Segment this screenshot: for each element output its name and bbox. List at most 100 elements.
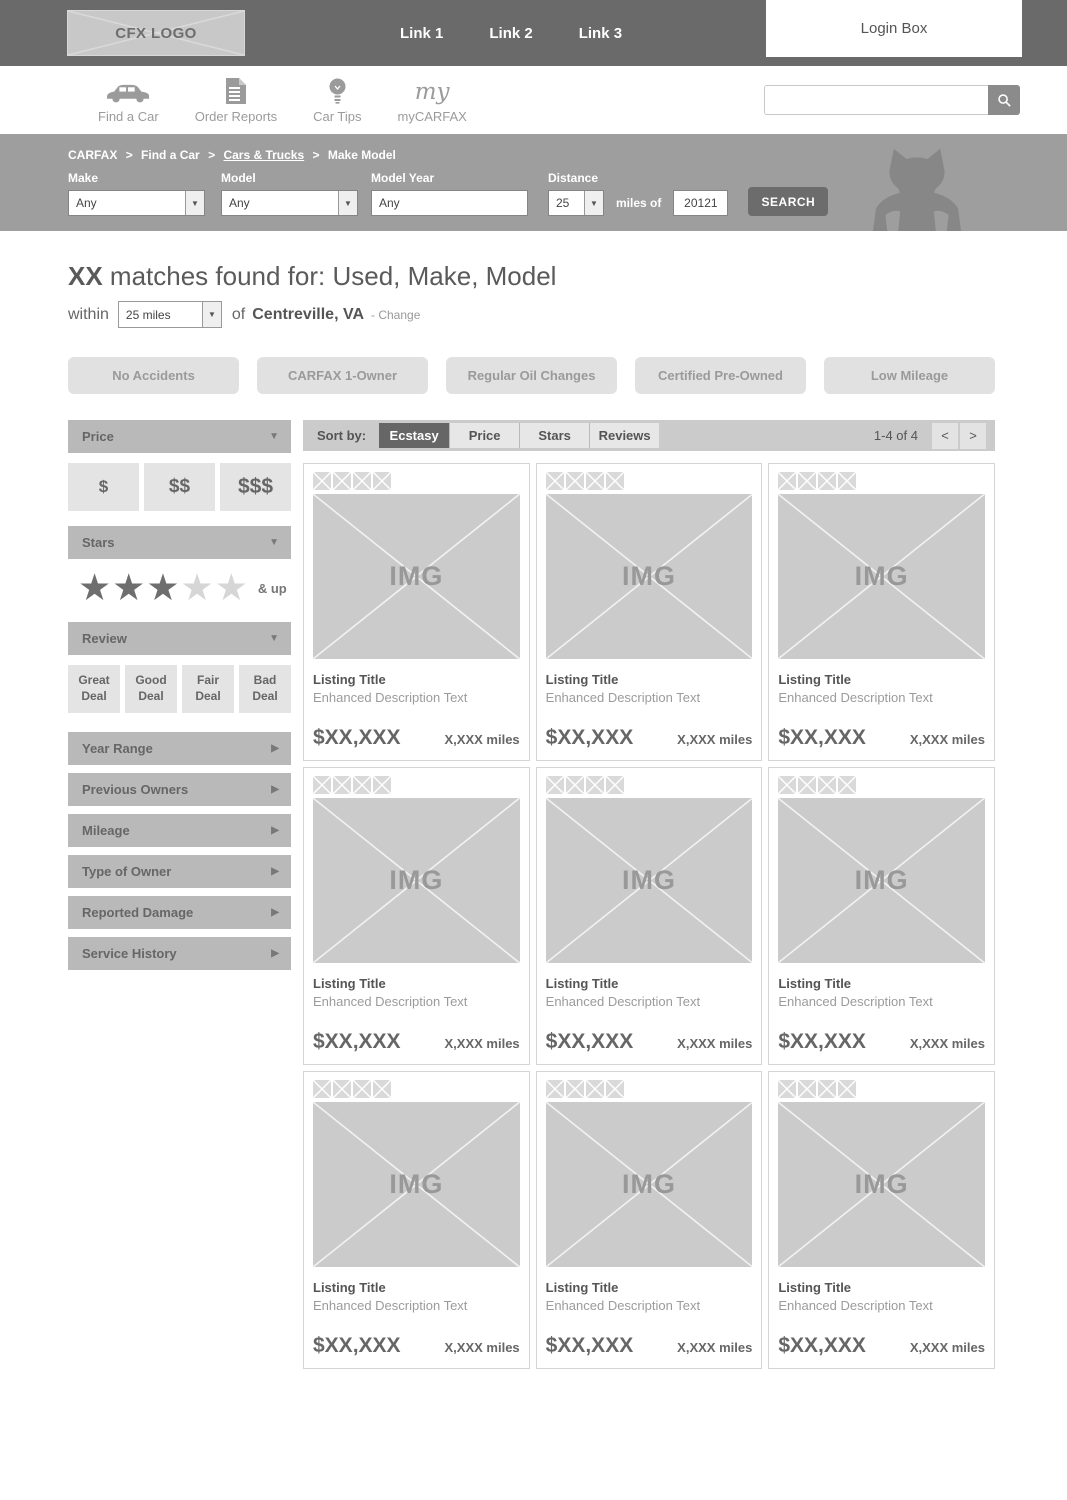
nav-item-mycarfax[interactable]: my myCARFAX — [397, 77, 466, 124]
price-option-high[interactable]: $$$ — [220, 463, 291, 511]
thumbnail-placeholder[interactable] — [838, 776, 857, 794]
stars-section-header[interactable]: Stars ▼ — [68, 526, 291, 559]
listing-card[interactable]: IMG Listing Title Enhanced Description T… — [535, 463, 763, 761]
thumbnail-placeholder[interactable] — [605, 776, 624, 794]
thumbnail-placeholder[interactable] — [545, 1080, 564, 1098]
thumbnail-placeholder[interactable] — [333, 472, 351, 490]
thumbnail-placeholder[interactable] — [373, 1080, 391, 1098]
thumbnail-placeholder[interactable] — [818, 472, 837, 490]
chip-regular-oil-changes[interactable]: Regular Oil Changes — [446, 357, 617, 394]
listing-card[interactable]: IMG Listing Title Enhanced Description T… — [535, 1071, 763, 1369]
thumbnail-placeholder[interactable] — [818, 776, 837, 794]
search-submit-button[interactable]: SEARCH — [748, 187, 829, 216]
thumbnail-placeholder[interactable] — [545, 776, 564, 794]
sort-option-ecstasy[interactable]: Ecstasy — [379, 423, 450, 448]
listing-card[interactable]: IMG Listing Title Enhanced Description T… — [303, 463, 530, 761]
make-select[interactable]: Any ▼ — [68, 190, 205, 216]
thumbnail-placeholder[interactable] — [545, 472, 564, 490]
chip-low-mileage[interactable]: Low Mileage — [824, 357, 995, 394]
star-icon[interactable]: ★ — [146, 567, 181, 608]
chevron-down-icon[interactable]: ▼ — [584, 191, 603, 215]
listing-card[interactable]: IMG Listing Title Enhanced Description T… — [303, 767, 530, 1065]
review-option-bad-deal[interactable]: Bad Deal — [239, 665, 291, 713]
thumbnail-placeholder[interactable] — [818, 1080, 837, 1098]
previous-owners-section-header[interactable]: Previous Owners ▶ — [68, 773, 291, 806]
thumbnail-placeholder[interactable] — [798, 776, 817, 794]
thumbnail-placeholder[interactable] — [565, 776, 584, 794]
thumbnail-placeholder[interactable] — [585, 1080, 604, 1098]
sort-option-reviews[interactable]: Reviews — [589, 423, 660, 448]
thumbnail-placeholder[interactable] — [565, 472, 584, 490]
service-history-section-header[interactable]: Service History ▶ — [68, 937, 291, 970]
thumbnail-placeholder[interactable] — [778, 776, 797, 794]
prev-page-button[interactable]: < — [932, 422, 958, 449]
nav-item-order-reports[interactable]: Order Reports — [195, 77, 277, 124]
review-section-header[interactable]: Review ▼ — [68, 622, 291, 655]
thumbnail-placeholder[interactable] — [353, 776, 371, 794]
thumbnail-placeholder[interactable] — [778, 472, 797, 490]
review-option-fair-deal[interactable]: Fair Deal — [182, 665, 234, 713]
star-icon[interactable]: ★ — [214, 567, 249, 608]
chevron-down-icon[interactable]: ▼ — [185, 191, 204, 215]
chip-certified-pre-owned[interactable]: Certified Pre-Owned — [635, 357, 806, 394]
chevron-down-icon[interactable]: ▼ — [338, 191, 357, 215]
price-option-low[interactable]: $ — [68, 463, 139, 511]
change-location-link[interactable]: - Change — [371, 307, 421, 322]
nav-link-3[interactable]: Link 3 — [578, 24, 623, 42]
breadcrumb-item[interactable]: CARFAX — [68, 148, 118, 162]
thumbnail-placeholder[interactable] — [313, 776, 331, 794]
thumbnail-placeholder[interactable] — [353, 472, 371, 490]
listing-card[interactable]: IMG Listing Title Enhanced Description T… — [768, 1071, 995, 1369]
chip-no-accidents[interactable]: No Accidents — [68, 357, 239, 394]
review-option-great-deal[interactable]: Great Deal — [68, 665, 120, 713]
thumbnail-placeholder[interactable] — [565, 1080, 584, 1098]
thumbnail-placeholder[interactable] — [778, 1080, 797, 1098]
thumbnail-placeholder[interactable] — [373, 472, 391, 490]
listing-card[interactable]: IMG Listing Title Enhanced Description T… — [768, 463, 995, 761]
login-box[interactable]: Login Box — [766, 0, 1022, 57]
sort-option-stars[interactable]: Stars — [519, 423, 590, 448]
year-range-section-header[interactable]: Year Range ▶ — [68, 732, 291, 765]
type-of-owner-section-header[interactable]: Type of Owner ▶ — [68, 855, 291, 888]
thumbnail-placeholder[interactable] — [353, 1080, 371, 1098]
star-icon[interactable]: ★ — [180, 567, 215, 608]
breadcrumb-item-cars-trucks[interactable]: Cars & Trucks — [223, 148, 305, 162]
nav-link-1[interactable]: Link 1 — [400, 24, 444, 42]
sort-option-price[interactable]: Price — [449, 423, 520, 448]
thumbnail-placeholder[interactable] — [605, 1080, 624, 1098]
nav-item-find-a-car[interactable]: Find a Car — [98, 77, 159, 124]
listing-card[interactable]: IMG Listing Title Enhanced Description T… — [303, 1071, 530, 1369]
model-select[interactable]: Any ▼ — [221, 190, 358, 216]
thumbnail-placeholder[interactable] — [333, 776, 351, 794]
thumbnail-placeholder[interactable] — [373, 776, 391, 794]
thumbnail-placeholder[interactable] — [585, 776, 604, 794]
search-input[interactable] — [764, 85, 988, 115]
star-icon[interactable]: ★ — [78, 567, 113, 608]
thumbnail-placeholder[interactable] — [585, 472, 604, 490]
thumbnail-placeholder[interactable] — [605, 472, 624, 490]
thumbnail-placeholder[interactable] — [333, 1080, 351, 1098]
mileage-section-header[interactable]: Mileage ▶ — [68, 814, 291, 847]
thumbnail-placeholder[interactable] — [838, 472, 857, 490]
model-year-input[interactable]: Any — [371, 190, 528, 216]
nav-link-2[interactable]: Link 2 — [489, 24, 533, 42]
breadcrumb-item[interactable]: Find a Car — [141, 148, 200, 162]
reported-damage-section-header[interactable]: Reported Damage ▶ — [68, 896, 291, 929]
review-option-good-deal[interactable]: Good Deal — [125, 665, 177, 713]
price-option-mid[interactable]: $$ — [144, 463, 215, 511]
chevron-down-icon[interactable]: ▼ — [201, 302, 221, 327]
logo[interactable]: CFX LOGO — [67, 10, 245, 56]
star-icon[interactable]: ★ — [112, 567, 147, 608]
thumbnail-placeholder[interactable] — [313, 1080, 331, 1098]
thumbnail-placeholder[interactable] — [313, 472, 331, 490]
thumbnail-placeholder[interactable] — [798, 472, 817, 490]
thumbnail-placeholder[interactable] — [838, 1080, 857, 1098]
listing-card[interactable]: IMG Listing Title Enhanced Description T… — [535, 767, 763, 1065]
listing-card[interactable]: IMG Listing Title Enhanced Description T… — [768, 767, 995, 1065]
stars-filter[interactable]: ★★★★★ & up — [68, 568, 291, 608]
distance-select[interactable]: 25 ▼ — [548, 190, 604, 216]
search-button[interactable] — [988, 85, 1020, 115]
price-section-header[interactable]: Price ▼ — [68, 420, 291, 453]
chip-carfax-1-owner[interactable]: CARFAX 1-Owner — [257, 357, 428, 394]
nav-item-car-tips[interactable]: Car Tips — [313, 77, 361, 124]
